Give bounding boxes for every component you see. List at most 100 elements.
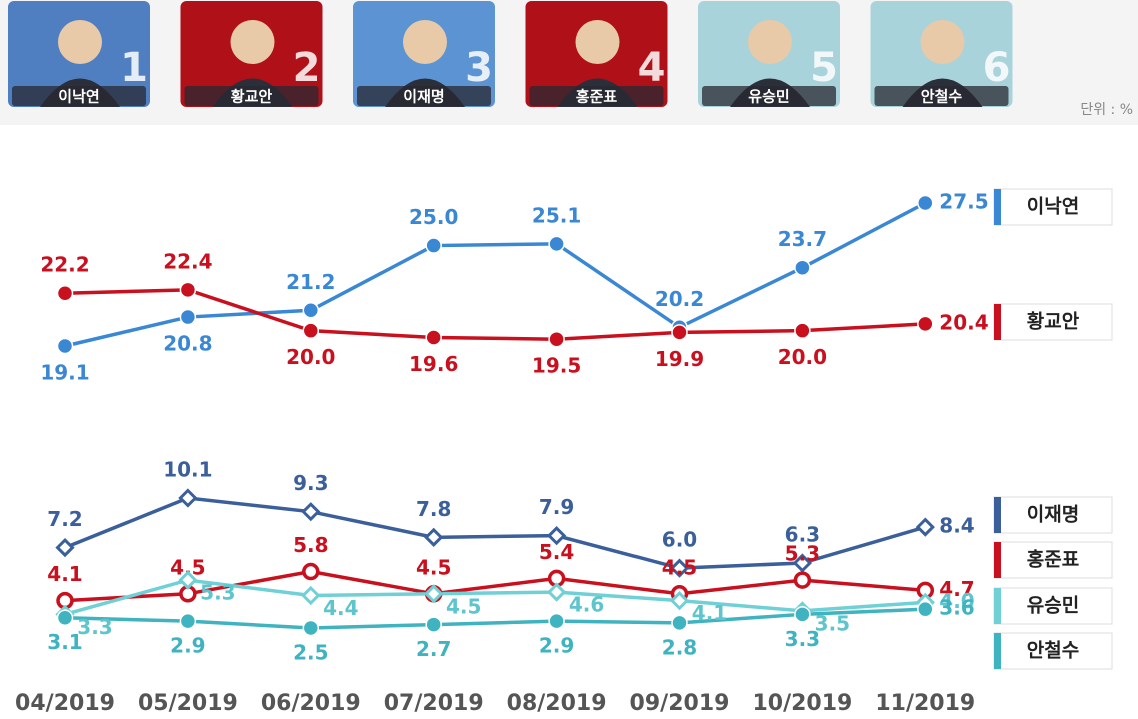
value-label: 25.1 [532, 203, 581, 227]
x-tick-label: 04/2019 [15, 691, 115, 716]
marker [180, 614, 195, 629]
value-label: 3.3 [785, 627, 820, 651]
x-tick-label: 08/2019 [507, 691, 607, 716]
candidate-name: 유승민 [748, 88, 789, 106]
value-label: 7.2 [47, 507, 82, 531]
candidate-name: 홍준표 [576, 88, 618, 106]
value-label: 8.4 [939, 514, 974, 538]
value-label: 19.1 [40, 361, 89, 385]
marker [180, 282, 195, 297]
value-label: 5.3 [200, 581, 235, 605]
candidate-number: 4 [638, 45, 666, 91]
value-label: 5.4 [539, 540, 574, 564]
marker [672, 325, 687, 340]
marker [795, 323, 810, 338]
marker [918, 316, 933, 331]
value-label: 20.8 [163, 332, 212, 356]
marker [58, 610, 73, 625]
value-label: 22.4 [163, 249, 212, 273]
value-label: 4.5 [416, 555, 451, 579]
marker [795, 607, 810, 622]
candidate-card: 홍준표 4 [526, 1, 668, 107]
legend-label: 안철수 [1027, 640, 1079, 662]
marker [549, 236, 564, 251]
legend-swatch [994, 633, 1001, 669]
x-tick-label: 09/2019 [630, 691, 730, 716]
value-label: 25.0 [409, 205, 458, 229]
value-label: 4.4 [323, 596, 358, 620]
value-label: 19.6 [409, 352, 458, 376]
candidate-name: 이낙연 [58, 88, 99, 106]
photo-head [403, 20, 447, 64]
value-label: 10.1 [163, 458, 212, 482]
value-label: 2.8 [662, 635, 697, 659]
value-label: 4.6 [569, 593, 604, 617]
photo-head [748, 20, 792, 64]
photo-head [921, 20, 965, 64]
value-label: 2.5 [293, 641, 328, 665]
value-label: 23.7 [778, 227, 827, 251]
candidate-card: 이낙연1 [8, 1, 150, 107]
value-label: 2.7 [416, 637, 451, 661]
value-label: 3.6 [939, 596, 974, 620]
candidate-name: 황교안 [231, 88, 273, 106]
value-label: 9.3 [293, 471, 328, 495]
legend-label: 이재명 [1027, 504, 1079, 526]
x-tick-label: 06/2019 [261, 691, 361, 716]
candidate-name: 이재명 [403, 88, 444, 106]
candidate-name: 안철수 [921, 88, 963, 106]
x-tick-label: 11/2019 [875, 691, 975, 716]
legend-label: 이낙연 [1027, 196, 1079, 218]
marker [795, 260, 810, 275]
x-tick-label: 05/2019 [138, 691, 238, 716]
legend-swatch [994, 304, 1001, 340]
candidate-card: 유승민 5 [698, 1, 840, 107]
x-tick-label: 07/2019 [384, 691, 484, 716]
photo-head [231, 20, 275, 64]
value-label: 22.2 [40, 253, 89, 277]
value-label: 20.2 [655, 287, 704, 311]
value-label: 19.9 [655, 347, 704, 371]
marker [426, 617, 441, 632]
marker [795, 573, 809, 587]
value-label: 20.4 [939, 310, 988, 334]
x-tick-label: 10/2019 [752, 691, 852, 716]
value-label: 27.5 [939, 190, 988, 214]
marker [303, 621, 318, 636]
marker [303, 323, 318, 338]
legend-swatch [994, 497, 1001, 533]
value-label: 6.0 [662, 528, 697, 552]
value-label: 7.8 [416, 497, 451, 521]
marker [304, 565, 318, 579]
marker [58, 286, 73, 301]
legend-swatch [994, 588, 1001, 624]
marker [672, 615, 687, 630]
marker [303, 303, 318, 318]
legend-swatch [994, 542, 1001, 578]
legend-label: 황교안 [1027, 310, 1080, 333]
marker [918, 602, 933, 617]
marker [426, 330, 441, 345]
value-label: 4.1 [692, 601, 727, 625]
candidate-number: 5 [810, 45, 838, 91]
page: 단위 : % 이낙연1 황교안2 이재명 3 홍준표 4 유승민 5 안철수6 19.1 20.8 2… [0, 0, 1138, 719]
marker [549, 332, 564, 347]
candidate-card: 황교안2 [181, 1, 323, 107]
candidate-number: 3 [465, 45, 493, 91]
legend-swatch [994, 189, 1001, 225]
value-label: 2.9 [539, 634, 574, 658]
unit-label: 단위 : % [1080, 102, 1133, 118]
marker [58, 339, 73, 354]
value-label: 19.5 [532, 354, 581, 378]
value-label: 4.5 [446, 594, 481, 618]
value-label: 4.5 [662, 555, 697, 579]
value-label: 2.9 [170, 634, 205, 658]
marker [549, 614, 564, 629]
value-label: 20.0 [778, 345, 827, 369]
marker [180, 310, 195, 325]
photo-head [58, 20, 102, 64]
value-label: 21.2 [286, 270, 335, 294]
legend-label: 유승민 [1027, 595, 1079, 617]
photo-head [576, 20, 620, 64]
